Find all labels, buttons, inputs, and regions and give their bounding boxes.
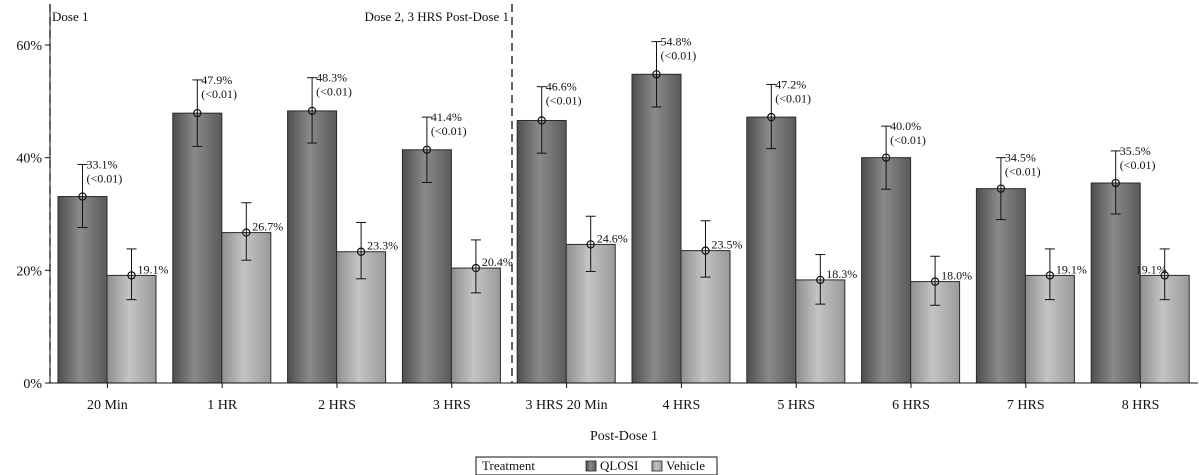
x-tick-label: 7 HRS	[1007, 398, 1045, 413]
data-label-qlosi: 33.1%	[87, 157, 118, 171]
y-tick-label: 20%	[16, 264, 42, 279]
mean-marker-vehicle	[586, 240, 595, 249]
x-tick-label: 8 HRS	[1122, 398, 1160, 413]
legend-swatch-qlosi	[585, 460, 597, 472]
p-value-label: (<0.01)	[431, 124, 467, 138]
x-ticks: 20 Min 1 HR 2 HRS 3 HRS 3 HRS 20 Min 4 HRS 5 H…	[87, 383, 1159, 413]
bars-layer	[57, 73, 1190, 384]
p-value-label: (<0.01)	[87, 171, 123, 185]
mean-marker-vehicle	[1160, 271, 1169, 280]
dose1-annotation: Dose 1	[52, 9, 88, 24]
data-label-vehicle: 19.1%	[138, 262, 169, 276]
x-tick-label: 20 Min	[87, 398, 128, 413]
data-label-qlosi: 47.2%	[775, 77, 806, 91]
bar-qlosi	[516, 119, 567, 384]
mean-marker-qlosi	[996, 184, 1006, 193]
data-label-qlosi: 46.6%	[546, 80, 577, 94]
x-tick-label: 6 HRS	[892, 398, 930, 413]
x-tick-label: 3 HRS 20 Min	[526, 398, 608, 413]
x-tick-label: 1 HR	[207, 398, 238, 413]
data-label-vehicle: 18.3%	[826, 267, 857, 281]
data-label-qlosi: 35.5%	[1120, 144, 1151, 158]
mean-marker-vehicle	[816, 275, 825, 285]
data-label-vehicle: 19.1%	[1056, 262, 1087, 276]
mean-marker-qlosi	[1111, 178, 1120, 188]
mean-marker-qlosi	[767, 112, 776, 122]
mean-marker-qlosi	[881, 153, 891, 162]
y-tick-label: 60%	[16, 39, 42, 54]
mean-marker-vehicle	[242, 228, 251, 237]
data-label-vehicle: 20.4%	[482, 255, 513, 269]
data-label-qlosi: 41.4%	[431, 110, 462, 124]
x-tick-label: 3 HRS	[433, 398, 471, 413]
mean-marker-qlosi	[652, 70, 661, 79]
error-bars-layer	[77, 41, 1170, 306]
y-ticks: 0% 20% 40% 60%	[16, 39, 50, 392]
x-axis-title: Post-Dose 1	[590, 429, 658, 444]
data-label-qlosi: 48.3%	[316, 71, 347, 85]
y-tick-label: 0%	[23, 377, 42, 392]
legend-label-qlosi: QLOSI	[600, 458, 638, 473]
p-value-label: (<0.01)	[661, 49, 697, 63]
legend: Treatment QLOSI Vehicle	[475, 456, 718, 475]
data-label-vehicle: 23.3%	[367, 239, 398, 253]
mean-marker-vehicle	[930, 277, 940, 286]
p-value-label: (<0.01)	[546, 94, 582, 108]
legend-title: Treatment	[482, 458, 535, 473]
bar-qlosi	[631, 73, 682, 384]
data-label-qlosi: 40.0%	[890, 119, 921, 133]
x-tick-label: 2 HRS	[318, 398, 356, 413]
data-label-vehicle: 18.0%	[941, 269, 972, 283]
mean-marker-vehicle	[1045, 271, 1055, 280]
bar-qlosi	[172, 112, 223, 384]
p-value-label: (<0.01)	[1120, 158, 1156, 172]
mean-marker-qlosi	[537, 116, 546, 125]
mean-marker-qlosi	[307, 106, 317, 116]
y-tick-label: 40%	[16, 152, 42, 167]
data-label-qlosi: 47.9%	[201, 73, 232, 87]
mean-marker-vehicle	[701, 246, 710, 255]
mean-marker-vehicle	[356, 247, 366, 256]
x-tick-label: 4 HRS	[663, 398, 701, 413]
mean-marker-qlosi	[78, 192, 87, 201]
data-label-vehicle: 26.7%	[252, 220, 283, 234]
dose2-annotation: Dose 2, 3 HRS Post-Dose 1	[365, 9, 509, 24]
data-label-qlosi: 34.5%	[1005, 151, 1036, 165]
data-label-vehicle: 19.1%	[1136, 262, 1167, 276]
p-value-label: (<0.01)	[775, 91, 811, 105]
data-label-vehicle: 23.5%	[712, 238, 743, 252]
p-value-label: (<0.01)	[890, 133, 926, 147]
bar-qlosi	[861, 157, 912, 384]
bar-qlosi	[287, 110, 338, 384]
x-tick-label: 5 HRS	[777, 398, 815, 413]
bar-qlosi	[746, 116, 797, 384]
data-labels-layer: 33.1%(<0.01)19.1%47.9%(<0.01)26.7%48.3%(…	[87, 35, 1167, 283]
data-label-qlosi: 54.8%	[661, 35, 692, 49]
mean-marker-vehicle	[471, 263, 481, 273]
p-value-label: (<0.01)	[316, 85, 352, 99]
bar-qlosi	[975, 188, 1026, 384]
bar-qlosi	[1090, 182, 1141, 384]
mean-marker-qlosi	[422, 145, 432, 154]
mean-marker-qlosi	[193, 108, 202, 118]
p-value-label: (<0.01)	[201, 87, 237, 101]
p-value-label: (<0.01)	[1005, 165, 1041, 179]
bar-qlosi	[401, 149, 452, 384]
data-label-vehicle: 24.6%	[597, 231, 628, 245]
mean-marker-vehicle	[127, 271, 136, 280]
legend-label-vehicle: Vehicle	[666, 458, 705, 473]
legend-swatch-vehicle	[651, 460, 663, 472]
